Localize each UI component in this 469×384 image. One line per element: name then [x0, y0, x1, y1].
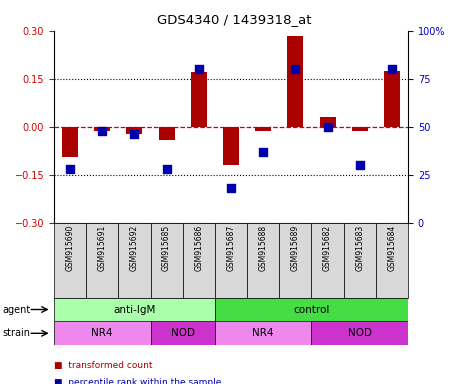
Text: GSM915686: GSM915686: [194, 225, 203, 271]
Point: [227, 185, 234, 191]
Text: GSM915684: GSM915684: [387, 225, 396, 271]
Text: GSM915691: GSM915691: [98, 225, 107, 271]
Bar: [247, 223, 279, 298]
Text: anti-IgM: anti-IgM: [113, 305, 156, 314]
Point: [66, 166, 74, 172]
Text: GSM915692: GSM915692: [130, 225, 139, 271]
Text: GSM915689: GSM915689: [291, 225, 300, 271]
Point: [324, 124, 331, 130]
Bar: [54, 321, 151, 345]
Text: NOD: NOD: [348, 328, 372, 338]
Text: ■  transformed count: ■ transformed count: [54, 361, 152, 369]
Bar: [352, 127, 368, 131]
Bar: [62, 127, 78, 157]
Bar: [384, 71, 400, 127]
Bar: [54, 298, 215, 321]
Bar: [311, 321, 408, 345]
Point: [356, 162, 363, 168]
Point: [195, 66, 203, 72]
Bar: [118, 223, 151, 298]
Text: GSM915683: GSM915683: [355, 225, 364, 271]
Bar: [86, 223, 118, 298]
Point: [163, 166, 170, 172]
Bar: [287, 36, 303, 127]
Bar: [94, 127, 110, 131]
Bar: [126, 127, 143, 134]
Text: strain: strain: [2, 328, 30, 338]
Bar: [215, 223, 247, 298]
Bar: [191, 72, 207, 127]
Text: GSM915690: GSM915690: [66, 225, 75, 271]
Bar: [344, 223, 376, 298]
Text: GSM915682: GSM915682: [323, 225, 332, 271]
Text: NR4: NR4: [252, 328, 274, 338]
Text: GSM915687: GSM915687: [227, 225, 235, 271]
Bar: [311, 223, 344, 298]
Point: [131, 131, 138, 137]
Point: [259, 149, 267, 155]
Text: NR4: NR4: [91, 328, 113, 338]
Text: GSM915688: GSM915688: [259, 225, 268, 271]
Text: NOD: NOD: [171, 328, 195, 338]
Bar: [159, 127, 174, 139]
Bar: [319, 117, 336, 127]
Point: [98, 127, 106, 134]
Bar: [255, 127, 271, 131]
Bar: [151, 321, 215, 345]
Bar: [215, 321, 311, 345]
Text: agent: agent: [2, 305, 30, 314]
Bar: [279, 223, 311, 298]
Bar: [54, 223, 86, 298]
Bar: [183, 223, 215, 298]
Bar: [376, 223, 408, 298]
Text: ■  percentile rank within the sample: ■ percentile rank within the sample: [54, 378, 221, 384]
Text: GSM915685: GSM915685: [162, 225, 171, 271]
Bar: [215, 298, 408, 321]
Point: [292, 66, 299, 72]
Point: [388, 66, 396, 72]
Bar: [151, 223, 183, 298]
Bar: [223, 127, 239, 165]
Text: GDS4340 / 1439318_at: GDS4340 / 1439318_at: [157, 13, 312, 26]
Text: control: control: [293, 305, 330, 314]
